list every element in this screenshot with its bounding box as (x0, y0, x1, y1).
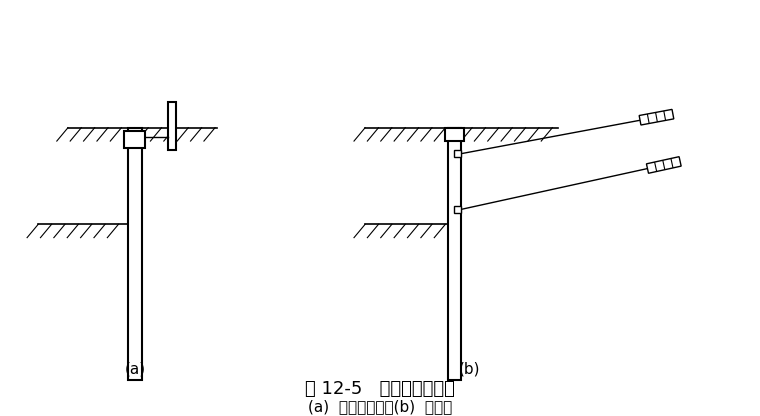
Text: (a)  地面拉锚式；(b)  锚杆式: (a) 地面拉锚式；(b) 锚杆式 (308, 399, 452, 414)
Bar (454, 206, 461, 213)
Bar (448, 128, 461, 380)
Bar (454, 150, 461, 157)
Text: 图 12-5   拉锚式支护结构: 图 12-5 拉锚式支护结构 (305, 380, 455, 398)
Polygon shape (647, 157, 681, 173)
Bar (167, 102, 176, 150)
Bar (125, 131, 145, 148)
Bar (445, 128, 464, 141)
Text: (a): (a) (124, 362, 145, 376)
Text: (b): (b) (458, 362, 480, 376)
Bar (128, 128, 141, 380)
Polygon shape (639, 109, 674, 125)
